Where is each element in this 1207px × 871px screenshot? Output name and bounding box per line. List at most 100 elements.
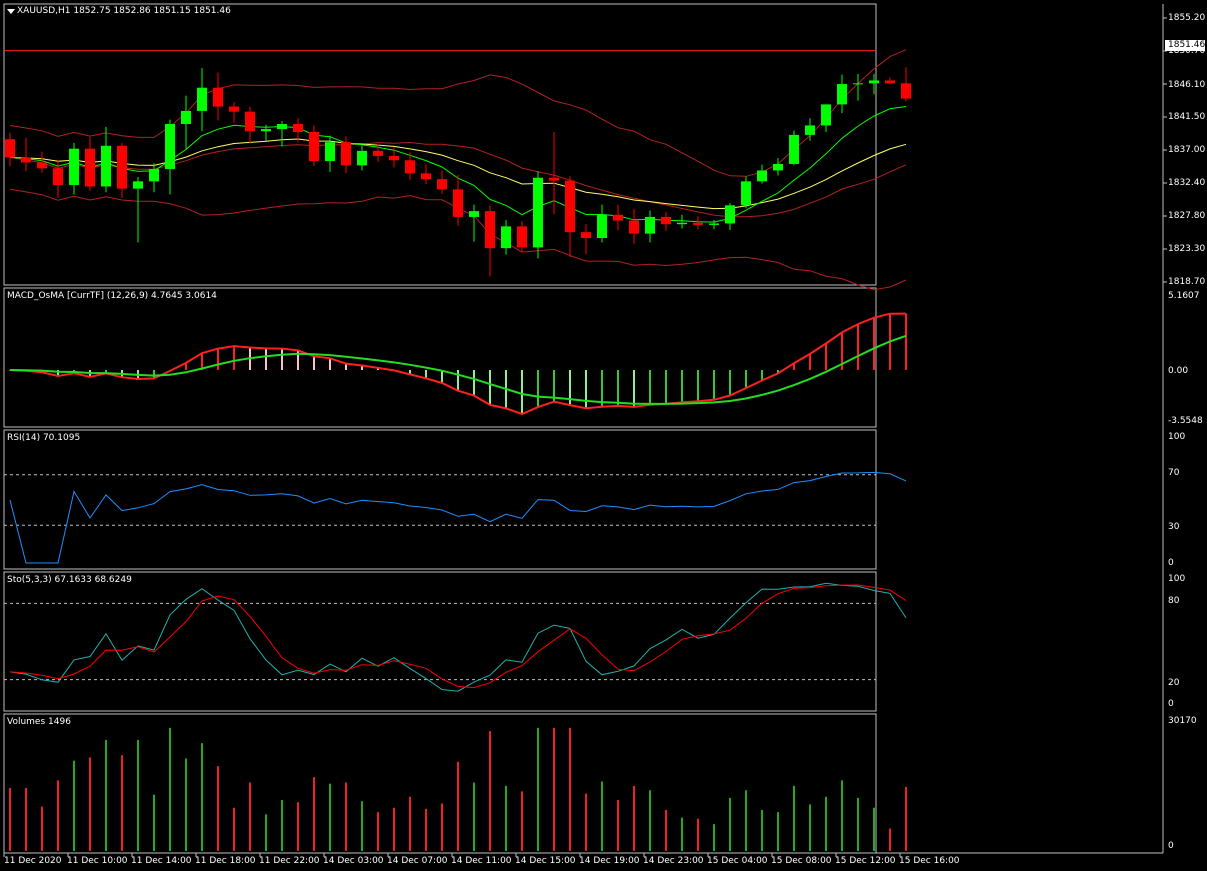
macd-histogram-bar (105, 370, 107, 374)
candle-body (165, 124, 175, 170)
macd-histogram-bar (217, 348, 219, 370)
candle-body (309, 131, 319, 162)
macd-histogram-bar (681, 370, 683, 403)
time-tick: 14 Dec 23:00 (643, 856, 704, 866)
macd-histogram-bar (569, 370, 571, 406)
macd-tick: -3.5548 (1168, 416, 1203, 426)
time-tick: 15 Dec 16:00 (899, 856, 960, 866)
candle-body (869, 80, 879, 84)
macd-histogram-bar (441, 370, 443, 384)
candle-body (629, 220, 639, 234)
time-tick: 11 Dec 14:00 (131, 856, 192, 866)
time-tick: 15 Dec 04:00 (707, 856, 768, 866)
candle-body (645, 216, 655, 234)
candle-body (341, 142, 351, 166)
candle-body (293, 124, 303, 132)
macd-histogram-bar (649, 370, 651, 405)
candle-body (181, 110, 191, 124)
macd-tick: 0.00 (1168, 366, 1189, 376)
macd-histogram-bar (793, 363, 795, 370)
time-tick: 14 Dec 07:00 (387, 856, 448, 866)
time-tick: 11 Dec 10:00 (67, 856, 128, 866)
candle-body (261, 129, 271, 132)
macd-histogram-bar (825, 343, 827, 370)
candle-body (613, 214, 623, 221)
time-tick: 15 Dec 08:00 (771, 856, 832, 866)
candle-body (69, 148, 79, 185)
current-price-tag: 1851.46 (1165, 40, 1205, 51)
candle-body (357, 150, 367, 166)
price-tick: 1855.20 (1168, 13, 1206, 23)
candle-body (53, 168, 63, 185)
macd-histogram-bar (345, 363, 347, 370)
bollinger-upper (9, 49, 907, 177)
vol-tick: 0 (1168, 841, 1174, 851)
sto-tick: 100 (1168, 574, 1186, 584)
macd-histogram-bar (457, 370, 459, 391)
macd-histogram-bar (601, 370, 603, 407)
panel-frame (3, 571, 877, 712)
candle-body (453, 189, 463, 217)
macd-histogram-bar (313, 356, 315, 370)
price-tick: 1841.50 (1168, 112, 1206, 122)
candle-body (437, 179, 447, 190)
macd-histogram-bar (521, 370, 523, 414)
time-tick: 14 Dec 11:00 (451, 856, 512, 866)
macd-histogram-bar (633, 370, 635, 407)
macd-histogram-bar (409, 370, 411, 375)
sto-signal-line (9, 584, 907, 689)
time-tick: 11 Dec 2020 (4, 856, 62, 866)
time-tick: 15 Dec 12:00 (835, 856, 896, 866)
time-tick: 14 Dec 15:00 (515, 856, 576, 866)
price-tick: 1837.00 (1168, 145, 1206, 155)
macd-histogram-bar (153, 370, 155, 379)
macd-histogram-bar (537, 370, 539, 408)
vol-header: Volumes 1496 (7, 717, 71, 727)
candle-body (213, 87, 223, 107)
candle-body (485, 211, 495, 249)
macd-tick: 5.1607 (1168, 291, 1200, 301)
candle-body (581, 232, 591, 238)
candle-body (37, 162, 47, 169)
macd-histogram-bar (841, 332, 843, 370)
macd-histogram-bar (265, 348, 267, 370)
macd-histogram-bar (905, 313, 907, 370)
macd-histogram-bar (425, 370, 427, 379)
macd-histogram-bar (713, 370, 715, 400)
macd-histogram-bar (553, 370, 555, 402)
rsi-tick: 30 (1168, 522, 1180, 532)
candle-body (517, 226, 527, 248)
price-tick: 1850.70 (1168, 46, 1206, 56)
candle-body (5, 139, 15, 158)
macd-histogram-bar (777, 370, 779, 374)
time-tick: 14 Dec 19:00 (579, 856, 640, 866)
candle-body (389, 155, 399, 161)
candle-body (373, 150, 383, 156)
macd-header: MACD_OsMA [CurrTF] (12,26,9) 4.7645 3.06… (7, 291, 217, 301)
time-tick: 11 Dec 22:00 (259, 856, 320, 866)
macd-histogram-bar (745, 370, 747, 389)
candle-body (469, 211, 479, 217)
candle-body (325, 142, 335, 162)
macd-signal-line (9, 334, 907, 405)
candle-body (149, 169, 159, 182)
macd-histogram-bar (201, 353, 203, 370)
candle-body (805, 125, 815, 135)
candle-body (741, 181, 751, 206)
macd-histogram-bar (297, 350, 299, 370)
vol-tick: 30170 (1168, 716, 1197, 726)
macd-histogram-bar (233, 346, 235, 370)
price-tick: 1823.30 (1168, 244, 1206, 254)
macd-histogram-bar (489, 370, 491, 405)
candle-body (885, 80, 895, 84)
macd-histogram-bar (377, 367, 379, 370)
candle-body (197, 87, 207, 111)
macd-histogram-bar (185, 362, 187, 370)
candle-body (565, 180, 575, 233)
macd-histogram-bar (281, 348, 283, 370)
candle-body (757, 170, 767, 182)
symbol-menu-icon[interactable] (7, 9, 15, 14)
candle-body (853, 83, 863, 85)
sto-header: Sto(5,3,3) 67.1633 68.6249 (7, 575, 132, 585)
